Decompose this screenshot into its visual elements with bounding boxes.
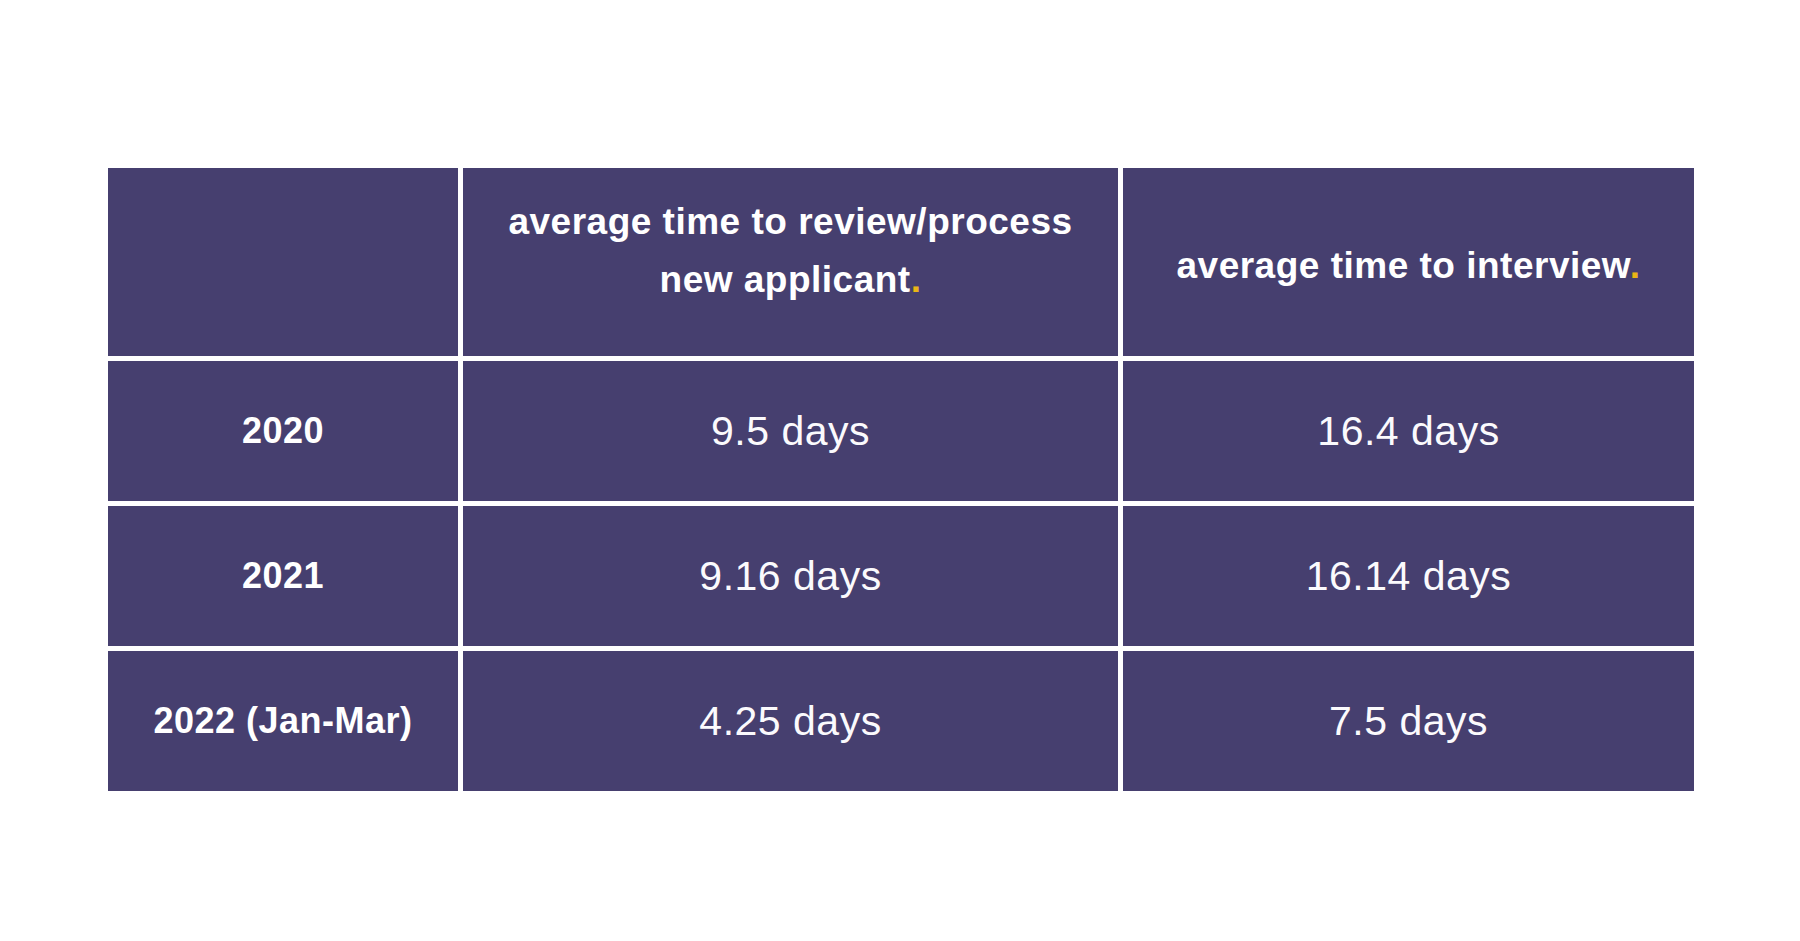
review-value: 9.5 days <box>711 408 870 454</box>
review-value-cell: 4.25 days <box>463 651 1118 791</box>
review-value-cell: 9.5 days <box>463 361 1118 501</box>
row-label-cell: 2022 (Jan-Mar) <box>108 651 458 791</box>
header-row: average time to review/process new appli… <box>108 168 1694 356</box>
header-review-line2-text: new applicant <box>660 259 911 300</box>
review-value-cell: 9.16 days <box>463 506 1118 646</box>
year-label: 2020 <box>242 410 324 451</box>
header-interview-accent-period: . <box>1630 245 1641 286</box>
interview-value: 16.14 days <box>1306 553 1512 599</box>
header-review-line2: new applicant. <box>463 251 1118 309</box>
header-corner-cell <box>108 168 458 356</box>
interview-value: 7.5 days <box>1329 698 1488 744</box>
row-label-cell: 2021 <box>108 506 458 646</box>
review-value: 4.25 days <box>699 698 881 744</box>
review-value: 9.16 days <box>699 553 881 599</box>
interview-value-cell: 16.14 days <box>1123 506 1694 646</box>
header-cell-review: average time to review/process new appli… <box>463 168 1118 356</box>
table-row-2020: 2020 9.5 days 16.4 days <box>108 361 1694 501</box>
row-label-cell: 2020 <box>108 361 458 501</box>
table-row-2022-jan-mar: 2022 (Jan-Mar) 4.25 days 7.5 days <box>108 651 1694 791</box>
header-review-accent-period: . <box>911 259 922 300</box>
interview-value-cell: 7.5 days <box>1123 651 1694 791</box>
year-label: 2022 (Jan-Mar) <box>153 700 412 741</box>
metrics-table: average time to review/process new appli… <box>103 163 1699 796</box>
page-background: average time to review/process new appli… <box>0 0 1800 941</box>
interview-value-cell: 16.4 days <box>1123 361 1694 501</box>
header-interview-text: average time to interview <box>1176 245 1629 286</box>
interview-value: 16.4 days <box>1317 408 1499 454</box>
header-cell-interview: average time to interview. <box>1123 168 1694 356</box>
year-label: 2021 <box>242 555 324 596</box>
table-row-2021: 2021 9.16 days 16.14 days <box>108 506 1694 646</box>
header-review-line1: average time to review/process <box>463 193 1118 251</box>
